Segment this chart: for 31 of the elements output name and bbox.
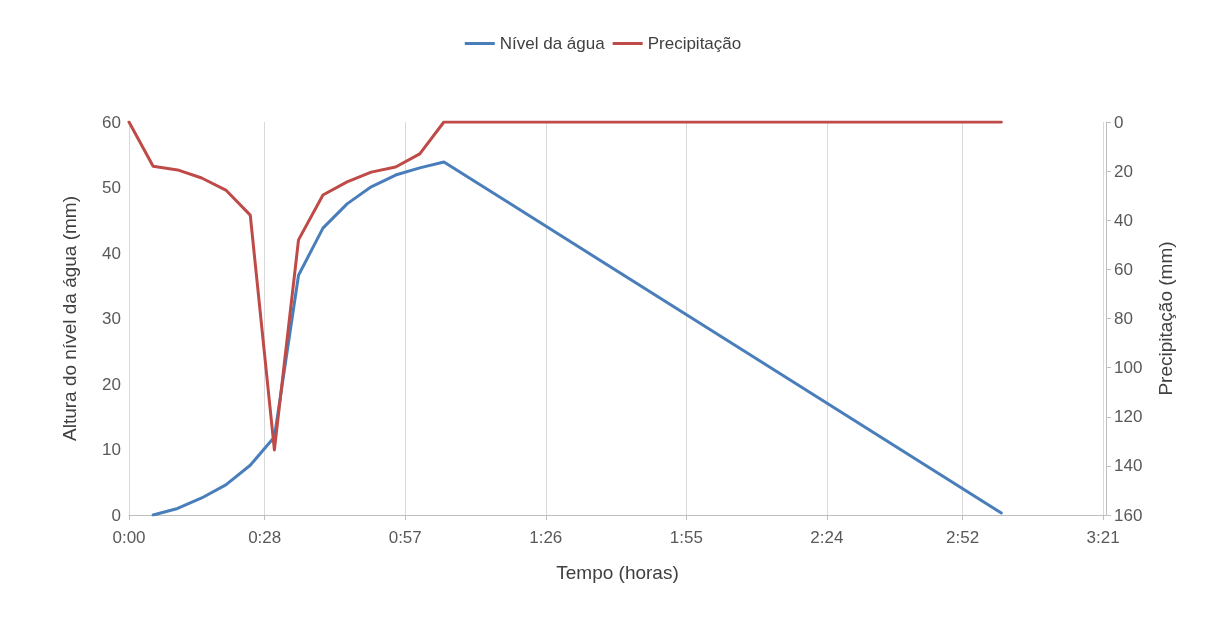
y2-axis-title: Precipitação (mm) xyxy=(1155,241,1176,396)
y-tick-label: 30 xyxy=(102,309,121,328)
x-tick-label: 2:52 xyxy=(946,528,980,547)
y2-tick-label: 20 xyxy=(1114,161,1133,181)
y2-tick-label: 100 xyxy=(1114,358,1143,378)
y-tick-label: 50 xyxy=(102,178,121,197)
y2-tick-label: 80 xyxy=(1114,309,1133,328)
x-axis-title: Tempo (horas) xyxy=(556,562,679,583)
y2-tick-label: 60 xyxy=(1114,259,1133,279)
line-series xyxy=(127,120,1003,452)
x-tick-label: 0:57 xyxy=(388,528,422,547)
x-tick-label: 2:24 xyxy=(810,528,844,547)
y2-tick-label: 140 xyxy=(1114,456,1143,476)
legend-label: Precipitação xyxy=(647,34,742,53)
line-series xyxy=(151,160,1003,517)
x-tick-label: 3:21 xyxy=(1086,528,1120,547)
x-tick-label: 0:28 xyxy=(248,528,282,547)
y-axis-title: Altura do nível da água (mm) xyxy=(59,195,80,442)
y-tick-label: 60 xyxy=(102,112,121,132)
y-tick-label: 0 xyxy=(111,505,121,525)
y-tick-label: 20 xyxy=(102,374,121,394)
x-tick-label: 1:55 xyxy=(669,528,703,547)
x-tick-label: 0:00 xyxy=(112,528,146,547)
y2-tick-label: 160 xyxy=(1114,505,1143,525)
x-tick-label: 1:26 xyxy=(529,528,563,547)
y2-tick-label: 120 xyxy=(1114,407,1143,427)
y2-tick-label: 0 xyxy=(1114,112,1124,132)
legend-label: Nível da água xyxy=(499,34,606,53)
y2-tick-label: 40 xyxy=(1114,210,1133,230)
y-tick-label: 10 xyxy=(102,440,121,459)
y-tick-label: 40 xyxy=(102,243,121,263)
